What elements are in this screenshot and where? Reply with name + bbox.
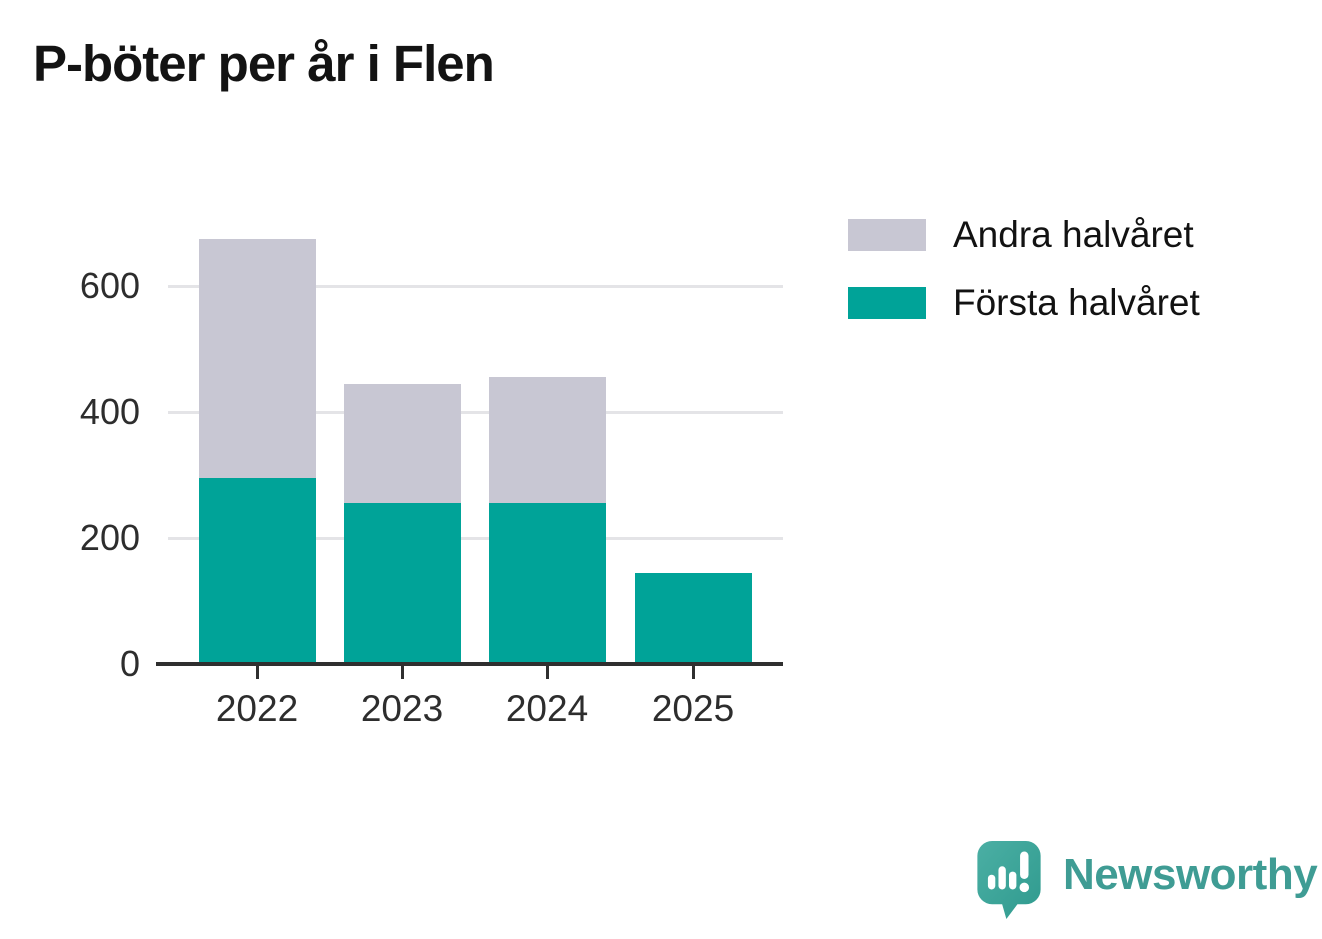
legend-item-andra-halvaret: Andra halvåret (848, 214, 1200, 256)
mini-bar-2 (998, 866, 1006, 890)
legend-label-andra: Andra halvåret (953, 214, 1194, 255)
y-tick-label-0: 0 (119, 643, 140, 684)
y-tick-label-200: 200 (79, 517, 140, 558)
bar-2024-second-half (488, 377, 606, 504)
gridline-400 (168, 410, 783, 414)
brand-lockup: Newsworthy (977, 841, 1318, 919)
exclamation-bar (1020, 851, 1029, 879)
bar-2025-first-half (634, 572, 752, 664)
x-tick-2024 (545, 666, 549, 679)
x-tick-label-2022: 2022 (215, 688, 299, 729)
bar-2024-first-half (488, 503, 606, 664)
legend-swatch-forsta (848, 287, 926, 319)
legend-item-forsta-halvaret: Första halvåret (848, 282, 1200, 324)
x-tick-label-2025: 2025 (651, 688, 735, 729)
bar-2023-second-half (343, 383, 461, 504)
bar-2023-first-half (343, 503, 461, 664)
mini-bar-1 (987, 874, 996, 890)
legend: Andra halvåret Första halvåret (848, 214, 1200, 350)
newsworthy-logo-icon (977, 841, 1041, 919)
chart-title: P-böter per år i Flen (33, 35, 495, 92)
gridline-200 (168, 536, 783, 540)
gridline-600 (168, 284, 783, 288)
x-tick-2022 (255, 666, 259, 679)
bar-2022-first-half (198, 478, 316, 664)
exclamation-dot (1019, 882, 1030, 893)
x-axis-line (156, 662, 783, 666)
x-tick-2023 (400, 666, 404, 679)
x-tick-2025 (691, 666, 695, 679)
x-tick-label-2023: 2023 (360, 688, 444, 729)
legend-swatch-andra (848, 219, 926, 251)
y-tick-label-600: 600 (79, 265, 140, 306)
brand-name: Newsworthy (1063, 850, 1318, 899)
bar-2022-second-half (198, 238, 316, 479)
x-tick-label-2024: 2024 (505, 688, 589, 729)
legend-label-forsta: Första halvåret (953, 282, 1200, 323)
mini-bar-3 (1009, 871, 1017, 890)
y-tick-label-400: 400 (79, 391, 140, 432)
